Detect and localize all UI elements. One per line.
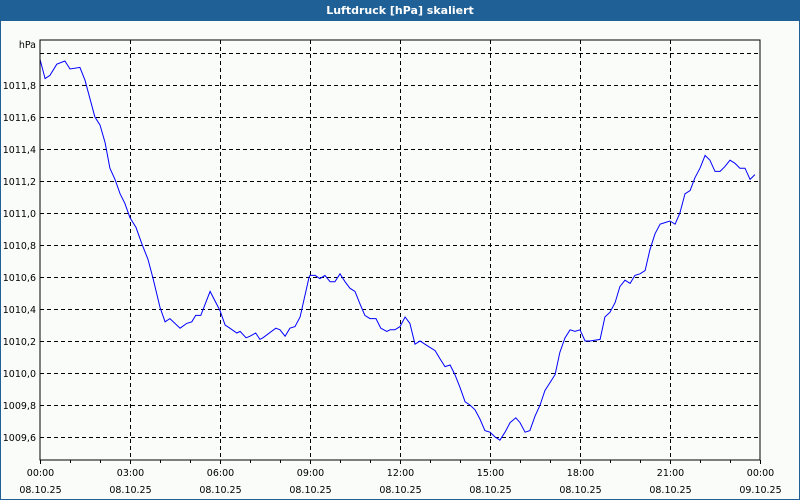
series [39, 59, 756, 441]
x-tick-time: 09:00 [297, 468, 324, 479]
x-tick-date: 08.10.25 [19, 485, 61, 496]
x-tick-time: 00:00 [27, 468, 54, 479]
y-tick-label: 1009,6 [3, 433, 36, 444]
x-tick-date: 08.10.25 [649, 485, 691, 496]
x-tick-time: 06:00 [207, 468, 234, 479]
grid [40, 40, 760, 460]
x-axis: 00:00 08.10.25 03:00 08.10.25 06:00 08.10.25 0… [19, 460, 782, 496]
x-tick-time: 00:00 [747, 468, 774, 479]
y-tick-label: 1010,6 [3, 273, 36, 284]
x-tick-date: 08.10.25 [559, 485, 601, 496]
x-tick-date: 08.10.25 [469, 485, 511, 496]
x-tick-date: 09.10.25 [739, 485, 781, 496]
pressure-line [39, 59, 756, 441]
x-tick-time: 18:00 [567, 468, 594, 479]
x-tick-time: 12:00 [387, 468, 414, 479]
y-tick-label: 1010,2 [3, 337, 36, 348]
y-tick-label: 1011,0 [3, 209, 36, 220]
x-tick-date: 08.10.25 [199, 485, 241, 496]
x-tick-date: 08.10.25 [379, 485, 421, 496]
y-tick-label: 1010,4 [3, 305, 36, 316]
x-tick-date: 08.10.25 [109, 485, 151, 496]
chart-title: Luftdruck [hPa] skaliert [1, 1, 799, 21]
x-tick-date: 08.10.25 [289, 485, 331, 496]
y-tick-label: 1010,8 [3, 241, 36, 252]
y-tick-label: 1009,8 [3, 401, 36, 412]
plot-frame [39, 39, 761, 461]
x-tick-time: 15:00 [477, 468, 504, 479]
y-tick-label: 1011,2 [3, 177, 36, 188]
y-tick-label: 1011,6 [3, 113, 36, 124]
y-tick-label: 1010,0 [3, 369, 36, 380]
y-axis: 1009,6 1009,8 1010,0 1010,2 1010,4 1010,6 1010… [3, 81, 36, 444]
y-axis-unit: hPa [19, 40, 36, 51]
x-tick-time: 21:00 [657, 468, 684, 479]
y-tick-label: 1011,4 [3, 145, 36, 156]
y-tick-label: 1011,8 [3, 81, 36, 92]
x-tick-time: 03:00 [117, 468, 144, 479]
